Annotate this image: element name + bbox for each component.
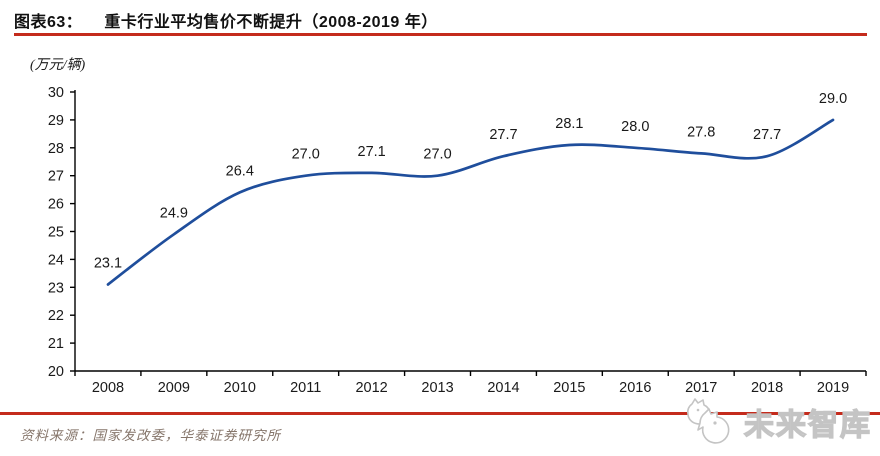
x-tick-label: 2014	[487, 380, 519, 396]
x-tick-label: 2016	[619, 380, 651, 396]
x-tick-label: 2012	[355, 380, 387, 396]
data-label: 27.1	[358, 144, 386, 160]
logo-watermark: 未来智库	[678, 396, 872, 448]
x-tick-label: 2019	[817, 380, 849, 396]
data-label: 27.0	[423, 147, 451, 163]
figure-title: 重卡行业平均售价不断提升（2008-2019 年）	[104, 14, 438, 31]
y-tick-label: 30	[48, 85, 64, 101]
y-tick-label: 20	[48, 364, 64, 380]
y-tick-label: 22	[48, 308, 64, 324]
x-tick-label: 2011	[290, 380, 321, 396]
series-line	[106, 118, 835, 286]
y-axis-unit-label: (万元/辆)	[30, 58, 86, 73]
data-label: 29.0	[819, 91, 847, 107]
y-tick-label: 25	[48, 225, 64, 241]
y-tick-label: 24	[48, 252, 64, 268]
data-label: 27.7	[753, 127, 781, 143]
y-tick-label: 26	[48, 197, 64, 213]
logo-text: 未来智库	[743, 408, 872, 442]
x-tick-label: 2018	[751, 380, 783, 396]
data-label: 27.8	[687, 124, 715, 140]
data-label: 27.0	[292, 147, 320, 163]
data-label: 26.4	[226, 163, 254, 179]
data-label: 28.0	[621, 119, 649, 135]
figure-number-label: 图表63：	[14, 14, 83, 31]
x-tick-label: 2015	[553, 380, 585, 396]
y-tick-label: 21	[48, 336, 64, 352]
source-note: 资料来源：国家发改委，华泰证券研究所	[20, 428, 281, 443]
x-tick-label: 2008	[92, 380, 124, 396]
x-tick-label: 2017	[685, 380, 717, 396]
x-tick-label: 2009	[158, 380, 190, 396]
data-label: 28.1	[555, 116, 583, 132]
data-label: 24.9	[160, 205, 188, 221]
y-tick-label: 28	[48, 141, 64, 157]
y-tick-label: 23	[48, 280, 64, 296]
y-tick-label: 29	[48, 113, 64, 129]
data-label: 23.1	[94, 256, 122, 272]
data-label: 27.7	[489, 127, 517, 143]
footer-rule	[0, 412, 880, 415]
title-underline-rule	[14, 33, 867, 36]
x-tick-label: 2013	[421, 380, 453, 396]
x-tick-label: 2010	[224, 380, 256, 396]
y-tick-label: 27	[48, 169, 64, 185]
whale-logo-icon	[686, 398, 730, 444]
figure-header: 图表63： 重卡行业平均售价不断提升（2008-2019 年）	[14, 8, 438, 32]
